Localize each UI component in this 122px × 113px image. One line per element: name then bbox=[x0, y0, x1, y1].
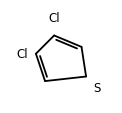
Text: S: S bbox=[93, 81, 100, 94]
Text: Cl: Cl bbox=[48, 12, 60, 25]
Text: Cl: Cl bbox=[16, 48, 28, 61]
